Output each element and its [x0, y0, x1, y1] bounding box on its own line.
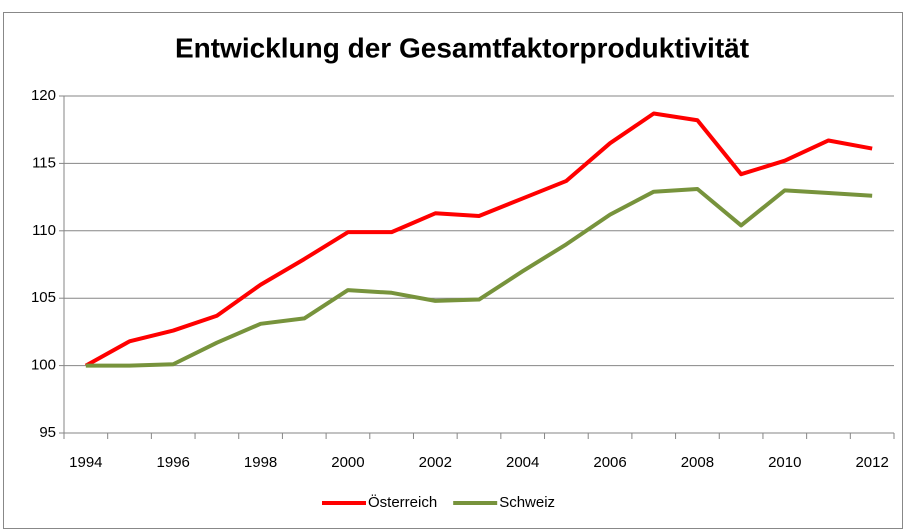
y-tick-label: 110	[32, 222, 56, 239]
series-line	[84, 111, 873, 368]
x-tick-label: 2008	[681, 454, 714, 471]
x-tick-label: 1996	[157, 454, 190, 471]
x-tick-label: 2006	[593, 454, 626, 471]
x-tick-label: 2002	[419, 454, 452, 471]
y-tick-label: 100	[31, 357, 56, 374]
x-tick-label: 1994	[69, 454, 102, 471]
legend-label: Österreich	[368, 493, 437, 511]
chart-border	[3, 12, 903, 529]
y-tick-label: 95	[39, 424, 56, 441]
y-tick-label: 115	[32, 154, 56, 171]
x-tick-label: 2010	[768, 454, 801, 471]
legend-label: Schweiz	[499, 494, 555, 511]
x-tick-label: 2012	[855, 454, 888, 471]
series-line	[85, 187, 873, 368]
chart-title: Entwicklung der Gesamtfaktorproduktivitä…	[175, 32, 749, 63]
x-tick-label: 2000	[331, 454, 364, 471]
x-tick-label: 2004	[506, 454, 539, 471]
x-tick-label: 1998	[244, 454, 277, 471]
y-tick-label: 105	[31, 289, 56, 306]
y-tick-label: 120	[31, 87, 56, 104]
